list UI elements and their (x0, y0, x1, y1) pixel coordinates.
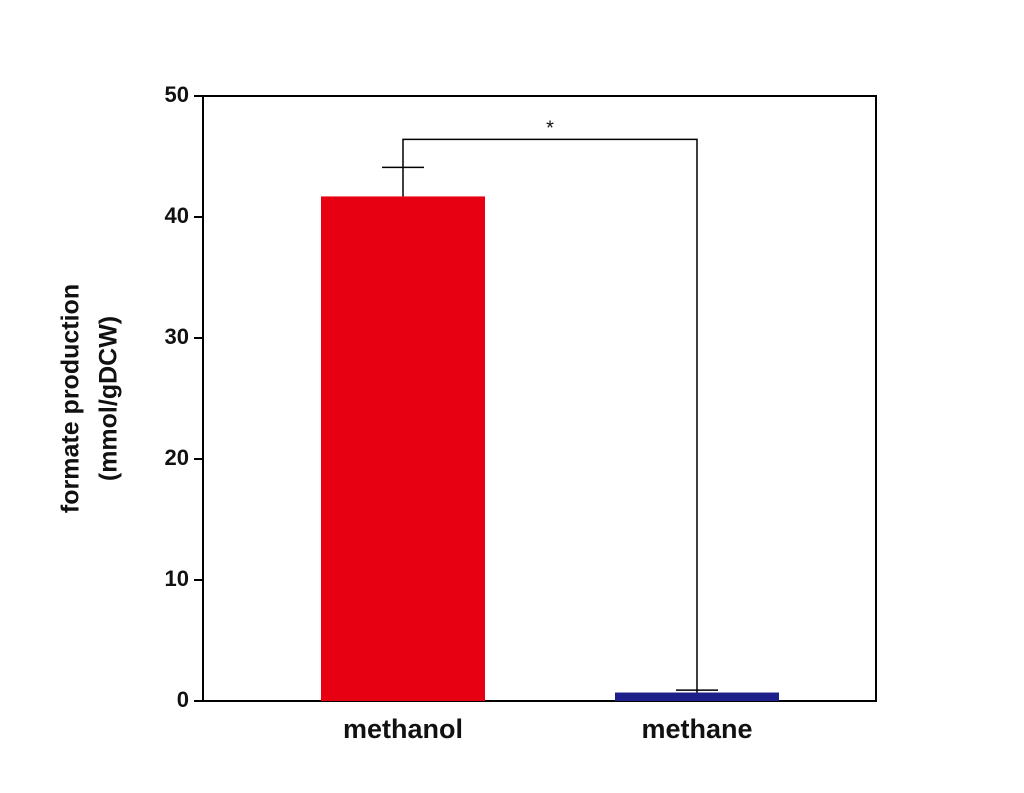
plot-frame (202, 95, 877, 702)
significance-bracket (402, 138, 698, 691)
y-axis-label: formate production (57, 284, 85, 513)
bar (615, 692, 779, 701)
x-tick-label: methanol (343, 714, 463, 744)
y-tick-label: 40 (165, 203, 189, 228)
significance-mark: * (546, 118, 554, 140)
y-axis-label: (mmol/gDCW) (95, 316, 123, 481)
y-tick-label: 50 (165, 82, 189, 107)
y-tick-label: 10 (165, 566, 189, 591)
y-tick-label: 0 (177, 687, 189, 712)
bar (321, 196, 485, 701)
x-tick-label: methane (641, 714, 752, 744)
y-tick-label: 20 (165, 445, 189, 470)
y-tick-label: 30 (165, 324, 189, 349)
